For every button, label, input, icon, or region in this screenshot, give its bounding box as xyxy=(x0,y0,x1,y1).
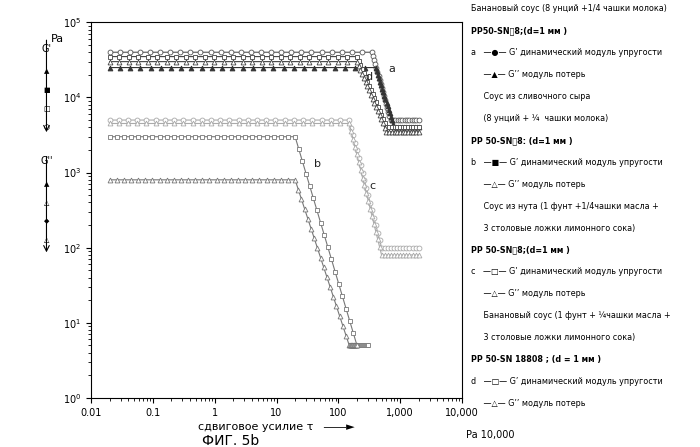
X-axis label: сдвиговое усилие τ   ――►: сдвиговое усилие τ ――► xyxy=(198,422,355,432)
Text: Банановый соус (1 фунт + ¼чашки масла +: Банановый соус (1 фунт + ¼чашки масла + xyxy=(471,311,671,320)
Text: a: a xyxy=(389,64,396,74)
Text: ▲: ▲ xyxy=(44,68,49,74)
Text: —△— G’’ модуль потерь: —△— G’’ модуль потерь xyxy=(471,399,586,408)
Text: b   —■— G’ динамический модуль упругости: b —■— G’ динамический модуль упругости xyxy=(471,158,663,167)
Text: Соус из сливочного сыра: Соус из сливочного сыра xyxy=(471,92,591,101)
Text: PP50-SNᢀ8;(d=1 мм ): PP50-SNᢀ8;(d=1 мм ) xyxy=(471,26,568,35)
Text: □: □ xyxy=(43,105,50,112)
Text: △: △ xyxy=(44,199,49,206)
Text: c   —□— G’ динамический модуль упругости: c —□— G’ динамический модуль упругости xyxy=(471,267,662,276)
Text: Pa: Pa xyxy=(51,34,64,44)
Text: Соус из нута (1 фунт +1/4чашки масла +: Соус из нута (1 фунт +1/4чашки масла + xyxy=(471,202,659,211)
Text: ▲: ▲ xyxy=(44,181,49,187)
Text: 3 столовые ложки лимонного сока): 3 столовые ложки лимонного сока) xyxy=(471,224,636,232)
Text: —△— G’’ модуль потерь: —△— G’’ модуль потерь xyxy=(471,180,586,189)
Text: a   —●— G’ динамический модуль упругости: a —●— G’ динамический модуль упругости xyxy=(471,48,662,57)
Text: △: △ xyxy=(44,237,49,243)
Text: G'': G'' xyxy=(40,156,52,166)
Text: G': G' xyxy=(41,44,52,54)
Text: ◆: ◆ xyxy=(44,218,49,224)
Text: 3 столовые ложки лимонного сока): 3 столовые ложки лимонного сока) xyxy=(471,333,636,342)
Text: —▲— G’’ модуль потерь: —▲— G’’ модуль потерь xyxy=(471,70,586,79)
Text: ФИГ. 5b: ФИГ. 5b xyxy=(202,434,260,447)
Text: Pa 10,000: Pa 10,000 xyxy=(466,430,514,440)
Text: PP 50-SNᢀ8: (d=1 мм ): PP 50-SNᢀ8: (d=1 мм ) xyxy=(471,136,573,145)
Text: ■: ■ xyxy=(43,87,50,93)
Text: b: b xyxy=(314,159,321,169)
Text: c: c xyxy=(370,181,376,191)
Text: Банановый соус (8 унций +1/4 чашки молока): Банановый соус (8 унций +1/4 чашки молок… xyxy=(471,4,667,13)
Text: ○: ○ xyxy=(43,124,50,131)
Text: d   —□— G’ динамический модуль упругости: d —□— G’ динамический модуль упругости xyxy=(471,377,663,386)
Text: PP 50-SN 18808 ; (d = 1 мм ): PP 50-SN 18808 ; (d = 1 мм ) xyxy=(471,355,601,364)
Text: PP 50-SNᢀ8;(d=1 мм ): PP 50-SNᢀ8;(d=1 мм ) xyxy=(471,245,570,254)
Text: d: d xyxy=(365,72,372,82)
Text: (8 унций + ¼  чашки молока): (8 унций + ¼ чашки молока) xyxy=(471,114,608,123)
Text: —△— G’’ модуль потерь: —△— G’’ модуль потерь xyxy=(471,289,586,298)
